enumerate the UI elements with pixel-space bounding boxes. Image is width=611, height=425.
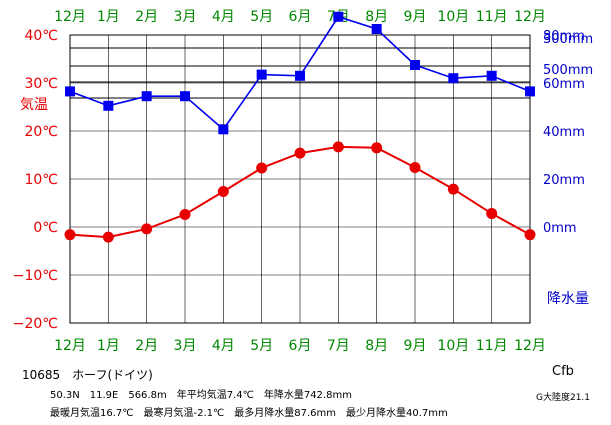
precipitation-point [180, 91, 190, 102]
precipitation-tick-label: 500mm [543, 63, 593, 78]
month-label-bottom: 7月 [327, 338, 350, 354]
precipitation-tick-label: 300mm [543, 32, 593, 47]
precipitation-point [218, 124, 229, 135]
temperature-tick-label: 30℃ [24, 76, 58, 92]
month-label-top: 2月 [135, 9, 158, 25]
temperature-tick-label: −10℃ [13, 268, 58, 284]
temperature-point [179, 209, 191, 221]
station-summary-line-2: 最暖月気温16.7℃ 最寒月気温-2.1℃ 最多月降水量87.6mm 最少月降水… [50, 408, 448, 419]
temperature-point [409, 161, 421, 173]
month-label-top: 6月 [289, 9, 312, 25]
station-summary-line-1: 50.3N 11.9E 566.8m 年平均気温7.4℃ 年降水量742.8mm [50, 390, 352, 401]
month-label-bottom: 12月 [54, 338, 86, 354]
precipitation-tick-label: 0mm [543, 221, 577, 236]
precipitation-point [256, 69, 267, 80]
month-label-top: 10月 [437, 9, 469, 25]
temperature-axis: 気温 40℃ 30℃ 20℃ 10℃ 0℃ −10℃ −20℃ [13, 28, 58, 332]
month-label-top: 5月 [250, 9, 273, 25]
month-label-top: 4月 [212, 9, 235, 25]
precipitation-tick-label: 20mm [543, 173, 585, 188]
temperature-tick-label: 20℃ [24, 124, 58, 140]
precipitation-point [295, 70, 305, 81]
month-label-top: 9月 [404, 9, 427, 25]
month-label-bottom: 9月 [404, 338, 427, 354]
precipitation-point [486, 70, 497, 81]
temperature-point [294, 147, 306, 159]
station-name: 10685 ホーフ(ドイツ) [22, 368, 153, 382]
precipitation-point [371, 24, 382, 34]
month-label-bottom: 5月 [250, 338, 273, 354]
month-label-top: 3月 [174, 9, 197, 25]
temperature-point [102, 231, 114, 243]
precipitation-point [333, 11, 344, 22]
month-label-top: 11月 [476, 9, 508, 25]
temperature-point [486, 208, 498, 220]
precipitation-point [448, 73, 459, 84]
temperature-point [217, 185, 229, 197]
month-label-bottom: 11月 [476, 338, 508, 354]
precipitation-tick-label: 40mm [543, 125, 585, 140]
temperature-point [141, 223, 153, 235]
month-label-bottom: 10月 [437, 338, 469, 354]
temperature-axis-label: 気温 [20, 97, 48, 113]
series-markers [64, 11, 536, 243]
month-label-bottom: 8月 [365, 338, 388, 354]
precipitation-point [65, 86, 75, 97]
month-label-bottom: 2月 [135, 338, 158, 354]
temperature-point [332, 141, 344, 153]
precipitation-point [141, 91, 152, 102]
temperature-tick-label: 10℃ [24, 172, 58, 188]
temperature-point [371, 142, 383, 154]
temperature-tick-label: 40℃ [24, 28, 58, 44]
precipitation-tick-label: 60mm [543, 77, 585, 92]
precipitation-axis-label: 降水量 [547, 291, 589, 307]
temperature-tick-label: 0℃ [33, 220, 58, 236]
month-label-top: 8月 [365, 9, 388, 25]
month-label-top: 12月 [54, 9, 86, 25]
precipitation-point [103, 100, 114, 111]
precipitation-axis: 300mm500mm0mm20mm40mm60mm80mm100mm降水量 [543, 29, 593, 307]
month-label-top: 12月 [514, 9, 546, 25]
month-label-bottom: 1月 [97, 338, 120, 354]
precipitation-tick-label: 80mm [543, 29, 585, 44]
month-label-top: 1月 [97, 9, 120, 25]
temperature-point [524, 229, 536, 241]
month-label-bottom: 3月 [174, 338, 197, 354]
month-label-bottom: 6月 [289, 338, 312, 354]
month-label-bottom: 12月 [514, 338, 546, 354]
precipitation-point [410, 60, 420, 70]
temperature-point [256, 162, 268, 174]
temperature-tick-label: −20℃ [13, 316, 58, 332]
temperature-point [64, 229, 76, 241]
month-label-bottom: 4月 [212, 338, 235, 354]
precipitation-point [525, 86, 535, 97]
temperature-point [447, 183, 459, 195]
koppen-class: Cfb [552, 364, 574, 379]
continentality-note: G大陸度21.1 [536, 393, 591, 403]
